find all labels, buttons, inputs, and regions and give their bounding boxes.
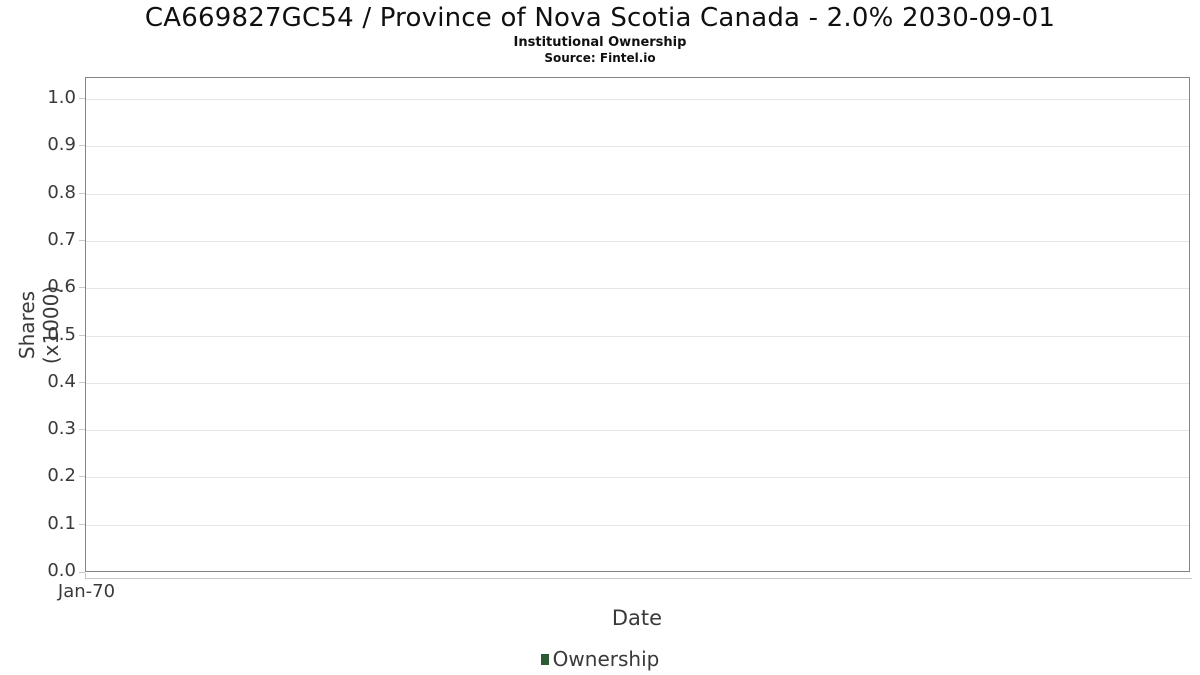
gridline: [86, 383, 1189, 384]
y-tick-label: 0.2: [47, 465, 76, 486]
plot-area: [85, 77, 1190, 572]
y-tick-mark: [79, 335, 85, 336]
legend-label-ownership[interactable]: Ownership: [552, 647, 660, 671]
x-axis-title: Date: [611, 606, 663, 630]
y-tick-label: 0.0: [47, 560, 76, 581]
legend: Ownership: [0, 645, 1200, 673]
chart-source-note: Source: Fintel.io: [544, 51, 656, 65]
gridline: [86, 288, 1189, 289]
y-axis-title: Shares (x1000): [15, 285, 63, 365]
y-tick-label: 0.3: [47, 418, 76, 439]
gridline: [86, 146, 1189, 147]
y-tick-mark: [79, 193, 85, 194]
gridline: [86, 477, 1189, 478]
chart-subtitle: Institutional Ownership: [513, 35, 687, 50]
y-tick-label: 0.9: [47, 134, 76, 155]
gridline: [86, 194, 1189, 195]
chart-title: CA669827GC54 / Province of Nova Scotia C…: [144, 3, 1056, 33]
y-tick-label: 0.7: [47, 229, 76, 250]
y-tick-mark: [79, 572, 85, 573]
y-tick-mark: [79, 382, 85, 383]
y-tick-mark: [79, 287, 85, 288]
y-tick-mark: [79, 524, 85, 525]
y-tick-mark: [79, 145, 85, 146]
y-tick-label: 0.6: [47, 276, 76, 297]
y-tick-mark: [79, 429, 85, 430]
gridline: [86, 525, 1189, 526]
y-tick-label: 1.0: [47, 87, 76, 108]
y-tick-mark: [79, 240, 85, 241]
y-tick-mark: [79, 476, 85, 477]
gridline: [86, 99, 1189, 100]
y-tick-label: 0.1: [47, 513, 76, 534]
y-tick-label: 0.4: [47, 371, 76, 392]
y-tick-label: 0.8: [47, 182, 76, 203]
gridline: [86, 430, 1189, 431]
x-tick-mark: [85, 573, 86, 579]
gridline: [86, 336, 1189, 337]
x-tick-label: Jan-70: [57, 581, 116, 602]
x-axis-line: [85, 578, 1192, 579]
y-tick-mark: [79, 98, 85, 99]
legend-marker-ownership[interactable]: [540, 653, 549, 665]
y-tick-label: 0.5: [47, 324, 76, 345]
gridline: [86, 241, 1189, 242]
